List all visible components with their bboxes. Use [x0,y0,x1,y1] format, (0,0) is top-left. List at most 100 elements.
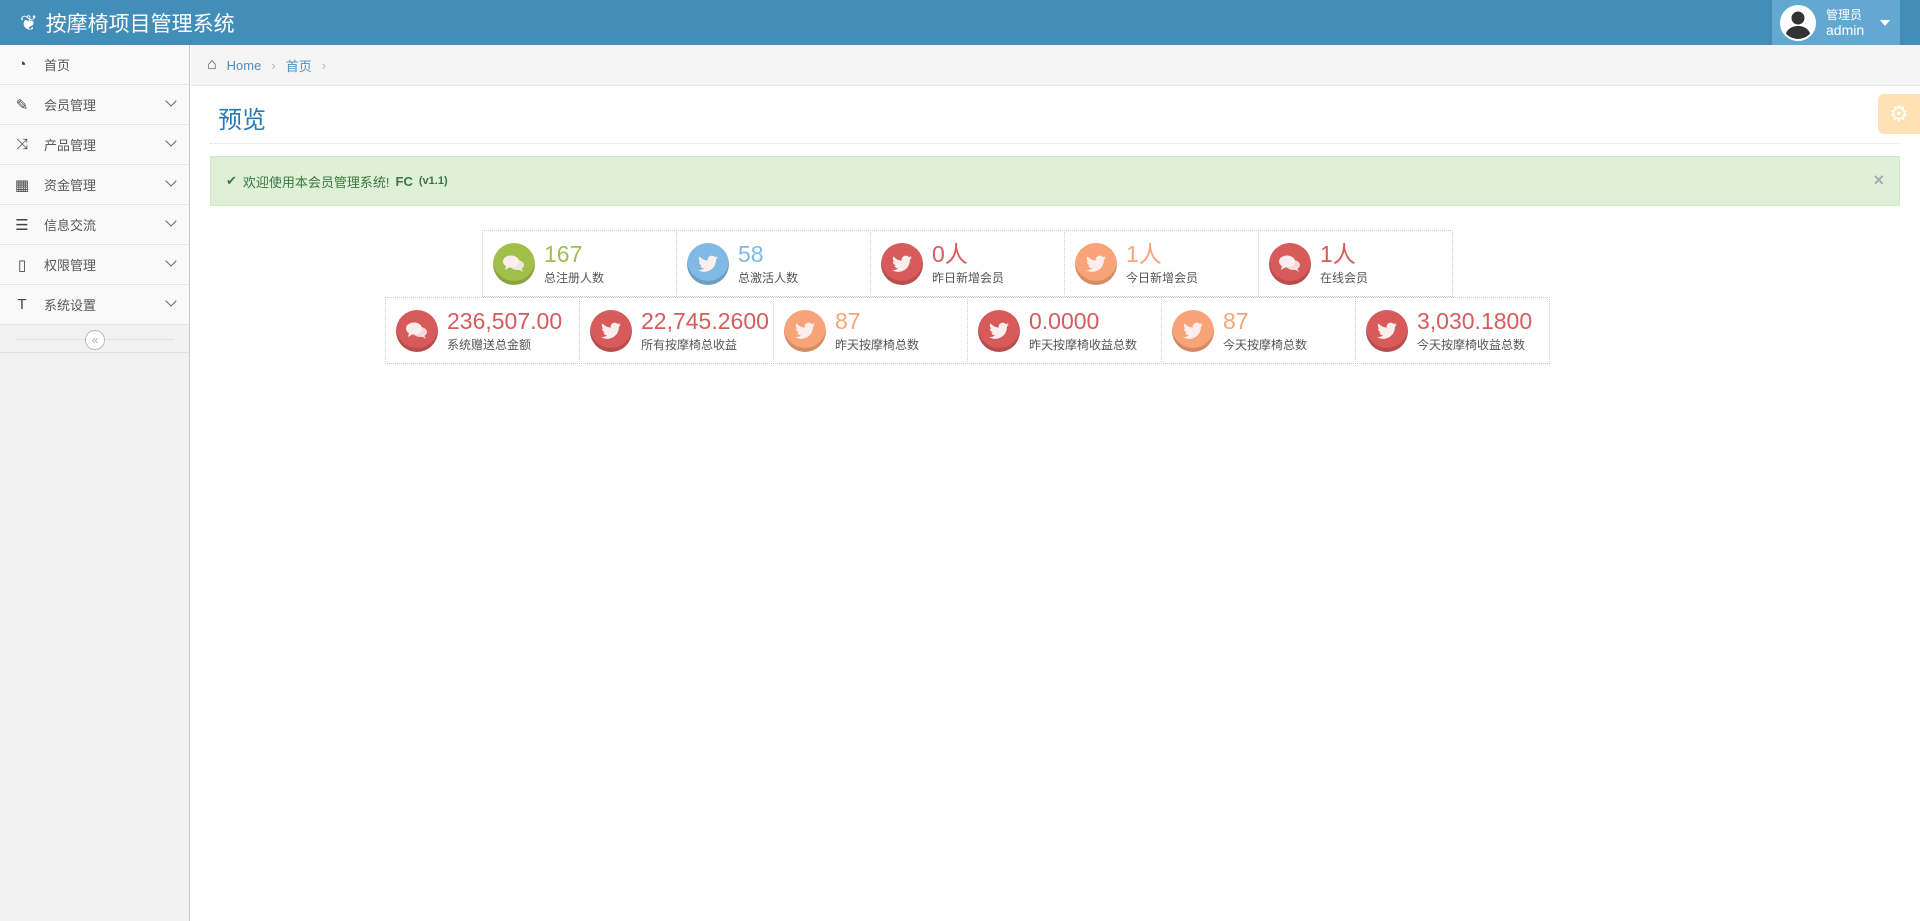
twitter-icon [1172,309,1214,352]
shuffle-icon: ⤨ [15,136,28,153]
avatar [1780,4,1816,41]
stat-label: 总注册人数 [544,271,605,285]
alert-version: (v1.1) [418,175,448,187]
chevron-down-icon [165,95,177,107]
list-icon: ☰ [15,216,29,234]
twitter-icon [590,309,632,352]
chevron-down-icon [165,135,177,147]
dashboard-icon: ◔ [17,56,27,73]
sidebar-item-1[interactable]: ✎ 会员管理 [0,85,189,125]
app-title: 按摩椅项目管理系统 [45,13,235,36]
sidebar-item-label: 首页 [44,58,71,73]
edit-icon: ✎ [15,96,29,114]
file-icon: ▯ [17,256,27,274]
twitter-icon [881,242,923,285]
breadcrumb-home[interactable]: Home [226,57,262,73]
home-icon: ⌂ [207,56,217,73]
stat-value: 0.0000 [1029,308,1100,334]
sidebar-collapse[interactable]: « [0,325,189,353]
stat-label: 今日新增会员 [1126,271,1199,285]
stat-label: 昨日新增会员 [932,271,1005,285]
caret-down-icon [1880,19,1891,26]
breadcrumb: ⌂ Home › 首页 › [191,45,1920,86]
comments-icon [493,242,535,285]
sidebar-item-2[interactable]: ⤨ 产品管理 [0,125,189,165]
twitter-icon [1366,309,1408,352]
stat-box: 3,030.1800 今天按摩椅收益总数 [1355,297,1550,364]
breadcrumb-separator: › [321,57,327,73]
twitter-icon [1075,242,1117,285]
chevron-down-icon [165,175,177,187]
stat-label: 系统赠送总金额 [447,338,532,352]
stats-row-2: 236,507.00 系统赠送总金额 22,745.2600 所有按摩椅总收益 87 昨天… [385,297,1550,364]
stat-box: 87 昨天按摩椅总数 [773,297,968,364]
stat-value: 87 [835,308,861,334]
breadcrumb-separator: › [271,57,276,73]
calendar-icon: ▦ [14,176,30,194]
stat-box: 0.0000 昨天按摩椅收益总数 [967,297,1162,364]
stat-box: 236,507.00 系统赠送总金额 [385,297,580,364]
sidebar-item-label: 资金管理 [44,178,97,193]
stat-value: 236,507.00 [447,308,563,334]
divider [210,143,1900,144]
check-icon: ✔ [226,173,237,188]
stat-box: 22,745.2600 所有按摩椅总收益 [579,297,774,364]
sidebar-item-label: 产品管理 [44,138,97,153]
welcome-alert: ✔ 欢迎使用本会员管理系统! FC (v1.1) × [210,156,1900,206]
user-menu[interactable]: 管理员 admin [1772,0,1900,45]
chevron-down-icon [165,215,177,227]
stat-value: 167 [544,241,583,267]
chevron-down-icon [165,295,177,307]
comments-icon [1269,242,1311,285]
double-left-icon[interactable]: « [85,330,105,350]
stat-value: 3,030.1800 [1417,308,1533,334]
stat-value: 87 [1223,308,1249,334]
twitter-icon [978,309,1020,352]
leaf-icon: ❦ [20,11,38,35]
settings-button[interactable]: ⚙ [1878,94,1920,134]
stat-box: 87 今天按摩椅总数 [1161,297,1356,364]
stats-row-1: 167 总注册人数 58 总激活人数 0人 昨日新增会员 1人 今日新增会员 1人 在线会员 [482,230,1453,297]
stat-box: 167 总注册人数 [482,230,677,297]
stat-label: 今天按摩椅收益总数 [1417,338,1526,352]
stat-box: 1人今日新增会员 [1064,230,1259,297]
stat-label: 在线会员 [1320,271,1369,285]
brand[interactable]: ❦ 按摩椅项目管理系统 [20,8,235,38]
sidebar-item-label: 会员管理 [44,98,97,113]
alert-text: 欢迎使用本会员管理系统! [242,174,390,190]
sidebar: ◔ 首页 ✎ 会员管理 ⤨ 产品管理 ▦ 资金管理 ☰ 信息交流 ▯ 权限管理 T 系统设置 « [0,45,190,921]
stat-label: 总激活人数 [738,271,799,285]
page-title: 预览 [218,107,266,134]
user-role: 管理员 [1826,7,1863,22]
breadcrumb-current[interactable]: 首页 [285,58,312,74]
stat-box: 1人在线会员 [1258,230,1453,297]
user-name: admin [1826,21,1865,38]
sidebar-item-0[interactable]: ◔ 首页 [0,45,189,85]
sidebar-item-4[interactable]: ☰ 信息交流 [0,205,189,245]
stat-box: 58 总激活人数 [676,230,871,297]
stat-value: 1人 [1126,241,1162,267]
gear-icon: ⚙ [1889,101,1909,126]
twitter-icon [784,309,826,352]
top-navbar: ❦ 按摩椅项目管理系统 管理员 admin [0,0,1920,45]
sidebar-item-label: 系统设置 [44,298,97,313]
stat-label: 所有按摩椅总收益 [641,338,738,352]
close-icon[interactable]: × [1873,170,1884,190]
alert-brand: FC [395,173,413,189]
chevron-down-icon [165,255,177,267]
sidebar-item-5[interactable]: ▯ 权限管理 [0,245,189,285]
stat-value: 0人 [932,241,968,267]
comments-icon [396,309,438,352]
stat-label: 昨天按摩椅收益总数 [1029,338,1138,352]
twitter-icon [687,242,729,285]
stat-label: 今天按摩椅总数 [1223,338,1308,352]
stat-value: 22,745.2600 [641,308,769,334]
text-icon: T [17,296,27,313]
stat-value: 1人 [1320,241,1356,267]
sidebar-item-label: 信息交流 [44,218,97,233]
stat-label: 昨天按摩椅总数 [835,338,920,352]
sidebar-item-label: 权限管理 [44,258,97,273]
sidebar-item-6[interactable]: T 系统设置 [0,285,189,325]
sidebar-item-3[interactable]: ▦ 资金管理 [0,165,189,205]
stat-box: 0人昨日新增会员 [870,230,1065,297]
